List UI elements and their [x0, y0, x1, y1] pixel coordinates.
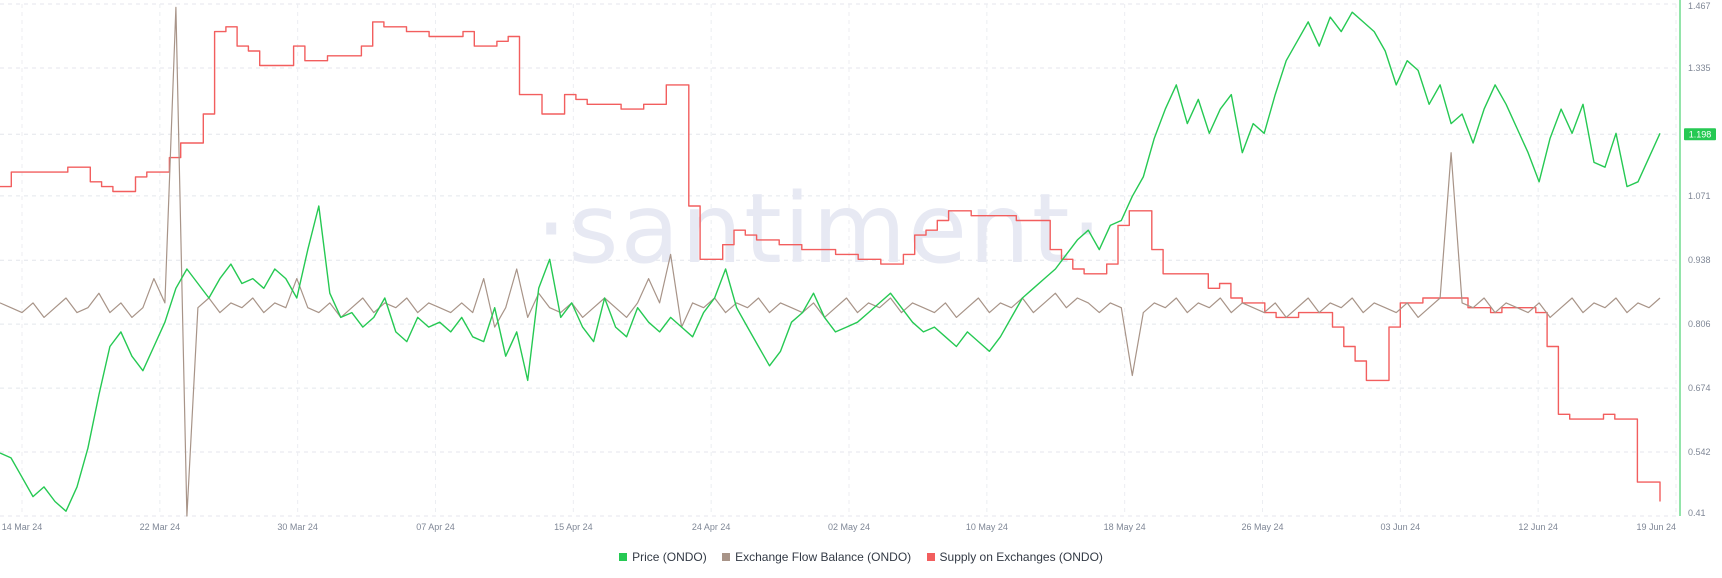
last-price-badge: 1.198 [1684, 128, 1716, 141]
legend: Price (ONDO) Exchange Flow Balance (ONDO… [0, 550, 1722, 564]
x-tick-label: 15 Apr 24 [554, 522, 593, 532]
legend-item-price[interactable]: Price (ONDO) [619, 550, 707, 564]
supply-series-line [0, 21, 1661, 502]
x-tick-label: 18 May 24 [1104, 522, 1146, 532]
x-axis-ticks: 14 Mar 24 22 Mar 24 30 Mar 24 07 Apr 24 15 A… [2, 522, 1676, 532]
legend-swatch-exchange-flow [722, 553, 731, 561]
watermark: ·santiment· [536, 173, 1104, 285]
y-tick-label: 0.806 [1688, 319, 1711, 329]
y-tick-label: 0.938 [1688, 255, 1711, 265]
legend-item-supply[interactable]: Supply on Exchanges (ONDO) [926, 550, 1103, 564]
exchange-flow-series-line [0, 6, 1661, 517]
legend-swatch-supply [926, 553, 935, 561]
x-tick-label: 19 Jun 24 [1636, 522, 1676, 532]
legend-swatch-price [619, 553, 628, 561]
price-series-line [0, 11, 1661, 512]
legend-label-supply: Supply on Exchanges (ONDO) [939, 550, 1103, 564]
legend-label-price: Price (ONDO) [632, 550, 707, 564]
x-tick-label: 12 Jun 24 [1518, 522, 1558, 532]
x-tick-label: 03 Jun 24 [1381, 522, 1421, 532]
x-tick-label: 14 Mar 24 [2, 522, 43, 532]
x-tick-label: 30 Mar 24 [277, 522, 318, 532]
x-tick-label: 24 Apr 24 [692, 522, 731, 532]
x-tick-label: 22 Mar 24 [140, 522, 181, 532]
last-price-label: 1.198 [1689, 129, 1712, 139]
x-tick-label: 07 Apr 24 [416, 522, 455, 532]
y-tick-label: 0.41 [1688, 508, 1706, 518]
x-tick-label: 26 May 24 [1241, 522, 1283, 532]
y-tick-label: 0.674 [1688, 383, 1711, 393]
series-layer [0, 6, 1661, 517]
y-axis-ticks: 1.467 1.335 1.198 1.071 0.938 0.806 0.674 0.542… [1688, 1, 1711, 518]
y-tick-label: 0.542 [1688, 447, 1711, 457]
legend-item-exchange-flow[interactable]: Exchange Flow Balance (ONDO) [722, 550, 911, 564]
y-tick-label: 1.071 [1688, 191, 1711, 201]
x-tick-label: 02 May 24 [828, 522, 870, 532]
y-tick-label: 1.467 [1688, 1, 1711, 11]
x-tick-label: 10 May 24 [966, 522, 1008, 532]
legend-label-exchange-flow: Exchange Flow Balance (ONDO) [735, 550, 912, 564]
y-tick-label: 1.335 [1688, 63, 1711, 73]
